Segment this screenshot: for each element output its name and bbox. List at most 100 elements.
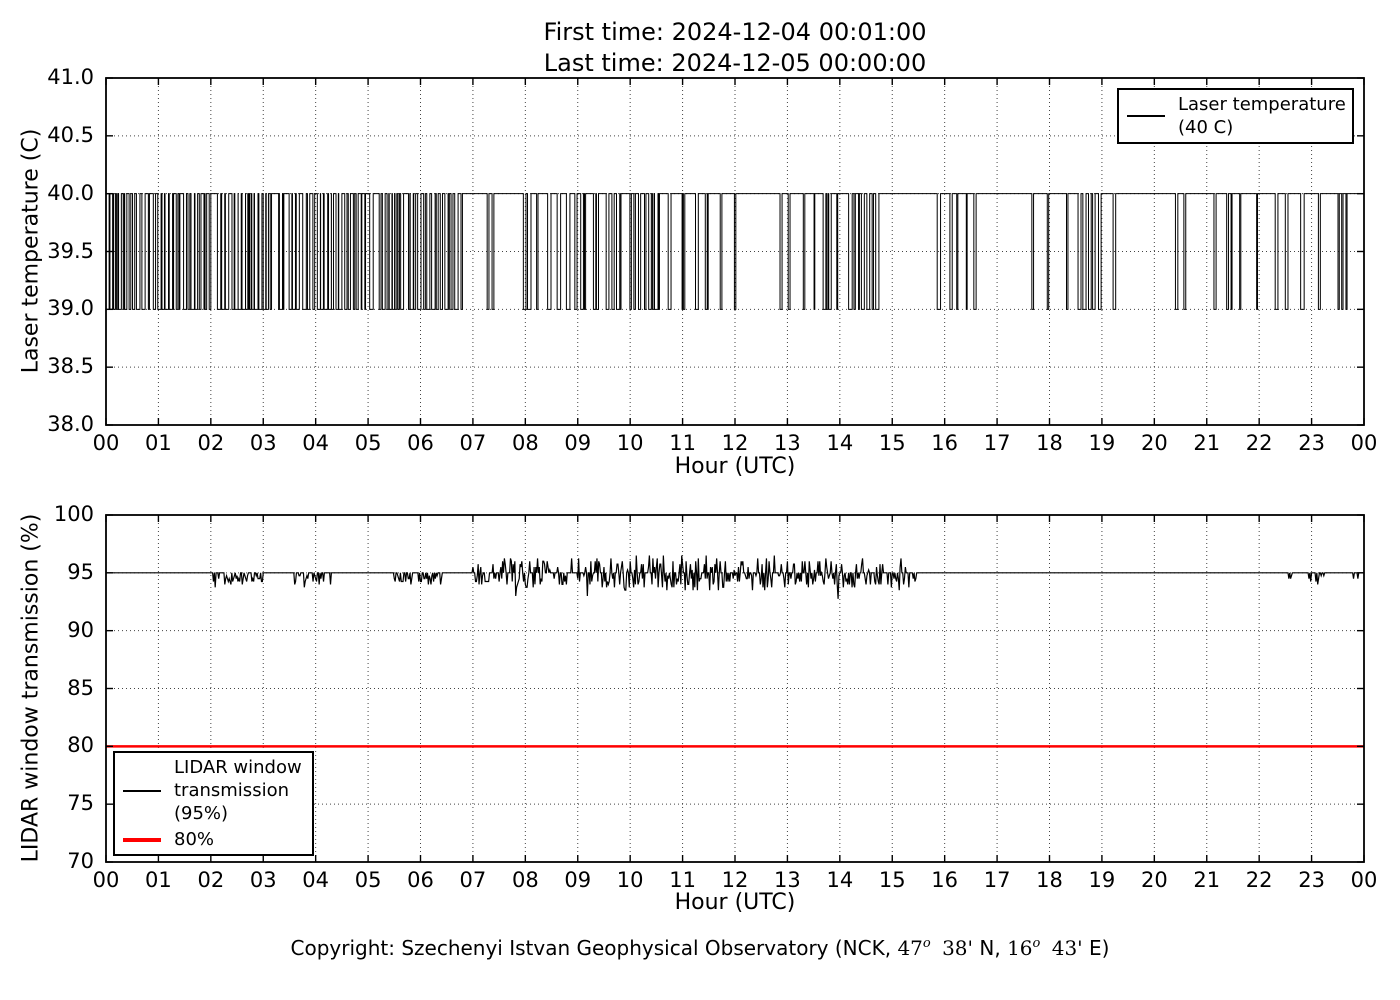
- x-tick-label: 01: [145, 431, 172, 455]
- x-tick-label: 08: [511, 868, 539, 892]
- x-tick-label: 14: [826, 431, 854, 455]
- x-tick-label: 11: [669, 431, 696, 455]
- x-tick-label: 12: [721, 868, 749, 892]
- legend-entry-laser-temperature: Laser temperature (40 C): [1119, 90, 1352, 142]
- x-tick-label: 21: [1193, 868, 1221, 892]
- x-tick-label: 16: [931, 868, 959, 892]
- legend-laser-temperature: Laser temperature (40 C): [1117, 88, 1354, 144]
- x-tick-label: 15: [878, 431, 906, 455]
- legend-label-line: LIDAR window: [174, 757, 302, 778]
- degree-superscript: o: [1032, 936, 1041, 952]
- y-tick-label: 85: [67, 675, 94, 700]
- x-tick-label: 19: [1088, 868, 1116, 892]
- y-tick-label: 80: [67, 733, 94, 758]
- x-tick-label: 10: [616, 431, 644, 455]
- legend-label: 80%: [174, 828, 214, 851]
- x-tick-label: 18: [1036, 431, 1063, 455]
- y-tick-label: 95: [67, 559, 94, 584]
- x-tick-label: 20: [1140, 868, 1168, 892]
- x-tick-label: 01: [145, 868, 172, 892]
- y-axis-label-lidar-transmission: LIDAR window transmission (%): [18, 513, 44, 863]
- x-tick-label: 08: [511, 431, 539, 455]
- x-tick-label: 04: [302, 868, 330, 892]
- y-tick-label: 40.5: [47, 122, 94, 147]
- y-tick-label: 75: [67, 791, 94, 816]
- y-tick-label: 90: [67, 617, 94, 642]
- legend-label: Laser temperature (40 C): [1178, 93, 1346, 139]
- copyright-part: 38': [935, 936, 980, 960]
- x-tick-label: 06: [407, 868, 434, 892]
- laser-temperature-series: [106, 193, 1364, 310]
- y-tick-label: 39.5: [47, 238, 94, 263]
- legend-label-line: transmission: [174, 780, 289, 801]
- x-tick-label: 12: [721, 431, 749, 455]
- x-tick-label: 03: [249, 431, 277, 455]
- x-axis-label-top: Hour (UTC): [674, 454, 796, 479]
- x-tick-label: 10: [616, 868, 644, 892]
- x-tick-label: 00: [92, 431, 120, 455]
- legend-line-sample-black: [1127, 115, 1165, 117]
- x-tick-label: 11: [669, 868, 696, 892]
- x-tick-label: 23: [1298, 431, 1325, 455]
- y-axis-label-laser-temperature: Laser temperature (C): [18, 128, 44, 374]
- y-tick-label: 70: [67, 849, 94, 873]
- chart-title: First time: 2024-12-04 00:01:00 Last tim…: [106, 17, 1364, 79]
- x-tick-label: 09: [564, 868, 592, 892]
- legend-label-line: Laser temperature: [1178, 94, 1346, 115]
- legend-label: LIDAR window transmission (95%): [174, 756, 302, 825]
- copyright-part: N,: [979, 936, 1008, 960]
- copyright-part: E): [1089, 936, 1110, 960]
- title-last-time: Last time: 2024-12-05 00:00:00: [543, 49, 927, 77]
- y-tick-label: 38.0: [47, 412, 94, 436]
- x-tick-label: 17: [983, 868, 1011, 892]
- x-tick-label: 05: [354, 868, 382, 892]
- x-tick-label: 03: [249, 868, 277, 892]
- copyright-part: Copyright: Szechenyi Istvan Geophysical …: [290, 936, 898, 960]
- x-tick-label: 04: [302, 431, 330, 455]
- legend-label-line: 80%: [174, 829, 215, 850]
- y-tick-label: 39.0: [47, 296, 94, 321]
- x-tick-label: 19: [1088, 431, 1116, 455]
- x-tick-label: 18: [1036, 868, 1063, 892]
- x-tick-label: 23: [1298, 868, 1325, 892]
- x-axis-label-bottom: Hour (UTC): [674, 890, 796, 915]
- legend-entry-transmission: LIDAR window transmission (95%): [115, 753, 312, 825]
- x-tick-label: 20: [1140, 431, 1168, 455]
- x-tick-label: 13: [774, 431, 801, 455]
- x-tick-label: 02: [197, 431, 225, 455]
- x-tick-label: 05: [354, 431, 382, 455]
- y-tick-label: 38.5: [47, 354, 94, 379]
- x-tick-label: 07: [459, 868, 487, 892]
- degree-superscript: o: [922, 936, 931, 952]
- x-tick-label: 07: [459, 431, 487, 455]
- copyright: Copyright: Szechenyi Istvan Geophysical …: [0, 936, 1400, 960]
- legend-entry-threshold: 80%: [115, 825, 312, 854]
- legend-line-sample-red: [123, 837, 161, 842]
- x-tick-label: 17: [983, 431, 1011, 455]
- y-tick-label: 40.0: [47, 180, 94, 205]
- legend-lidar-transmission: LIDAR window transmission (95%) 80%: [113, 751, 314, 856]
- copyright-part: 43': [1045, 936, 1090, 960]
- x-tick-label: 00: [1350, 868, 1378, 892]
- x-tick-label: 02: [197, 868, 225, 892]
- x-tick-label: 22: [1245, 431, 1273, 455]
- x-tick-label: 21: [1193, 431, 1221, 455]
- x-tick-label: 13: [774, 868, 801, 892]
- x-tick-label: 09: [564, 431, 592, 455]
- y-tick-label: 41.0: [47, 65, 94, 89]
- x-tick-label: 16: [931, 431, 959, 455]
- x-tick-label: 00: [1350, 431, 1378, 455]
- title-first-time: First time: 2024-12-04 00:01:00: [543, 18, 927, 46]
- legend-label-line: (95%): [174, 803, 229, 824]
- copyright-part: 16: [1007, 936, 1033, 960]
- legend-label-line: (40 C): [1178, 117, 1234, 138]
- y-tick-label: 100: [53, 502, 94, 526]
- legend-line-sample-black: [123, 789, 161, 792]
- x-tick-label: 06: [407, 431, 434, 455]
- x-tick-label: 14: [826, 868, 854, 892]
- x-tick-label: 00: [92, 868, 120, 892]
- copyright-part: 47: [897, 936, 923, 960]
- x-tick-label: 22: [1245, 868, 1273, 892]
